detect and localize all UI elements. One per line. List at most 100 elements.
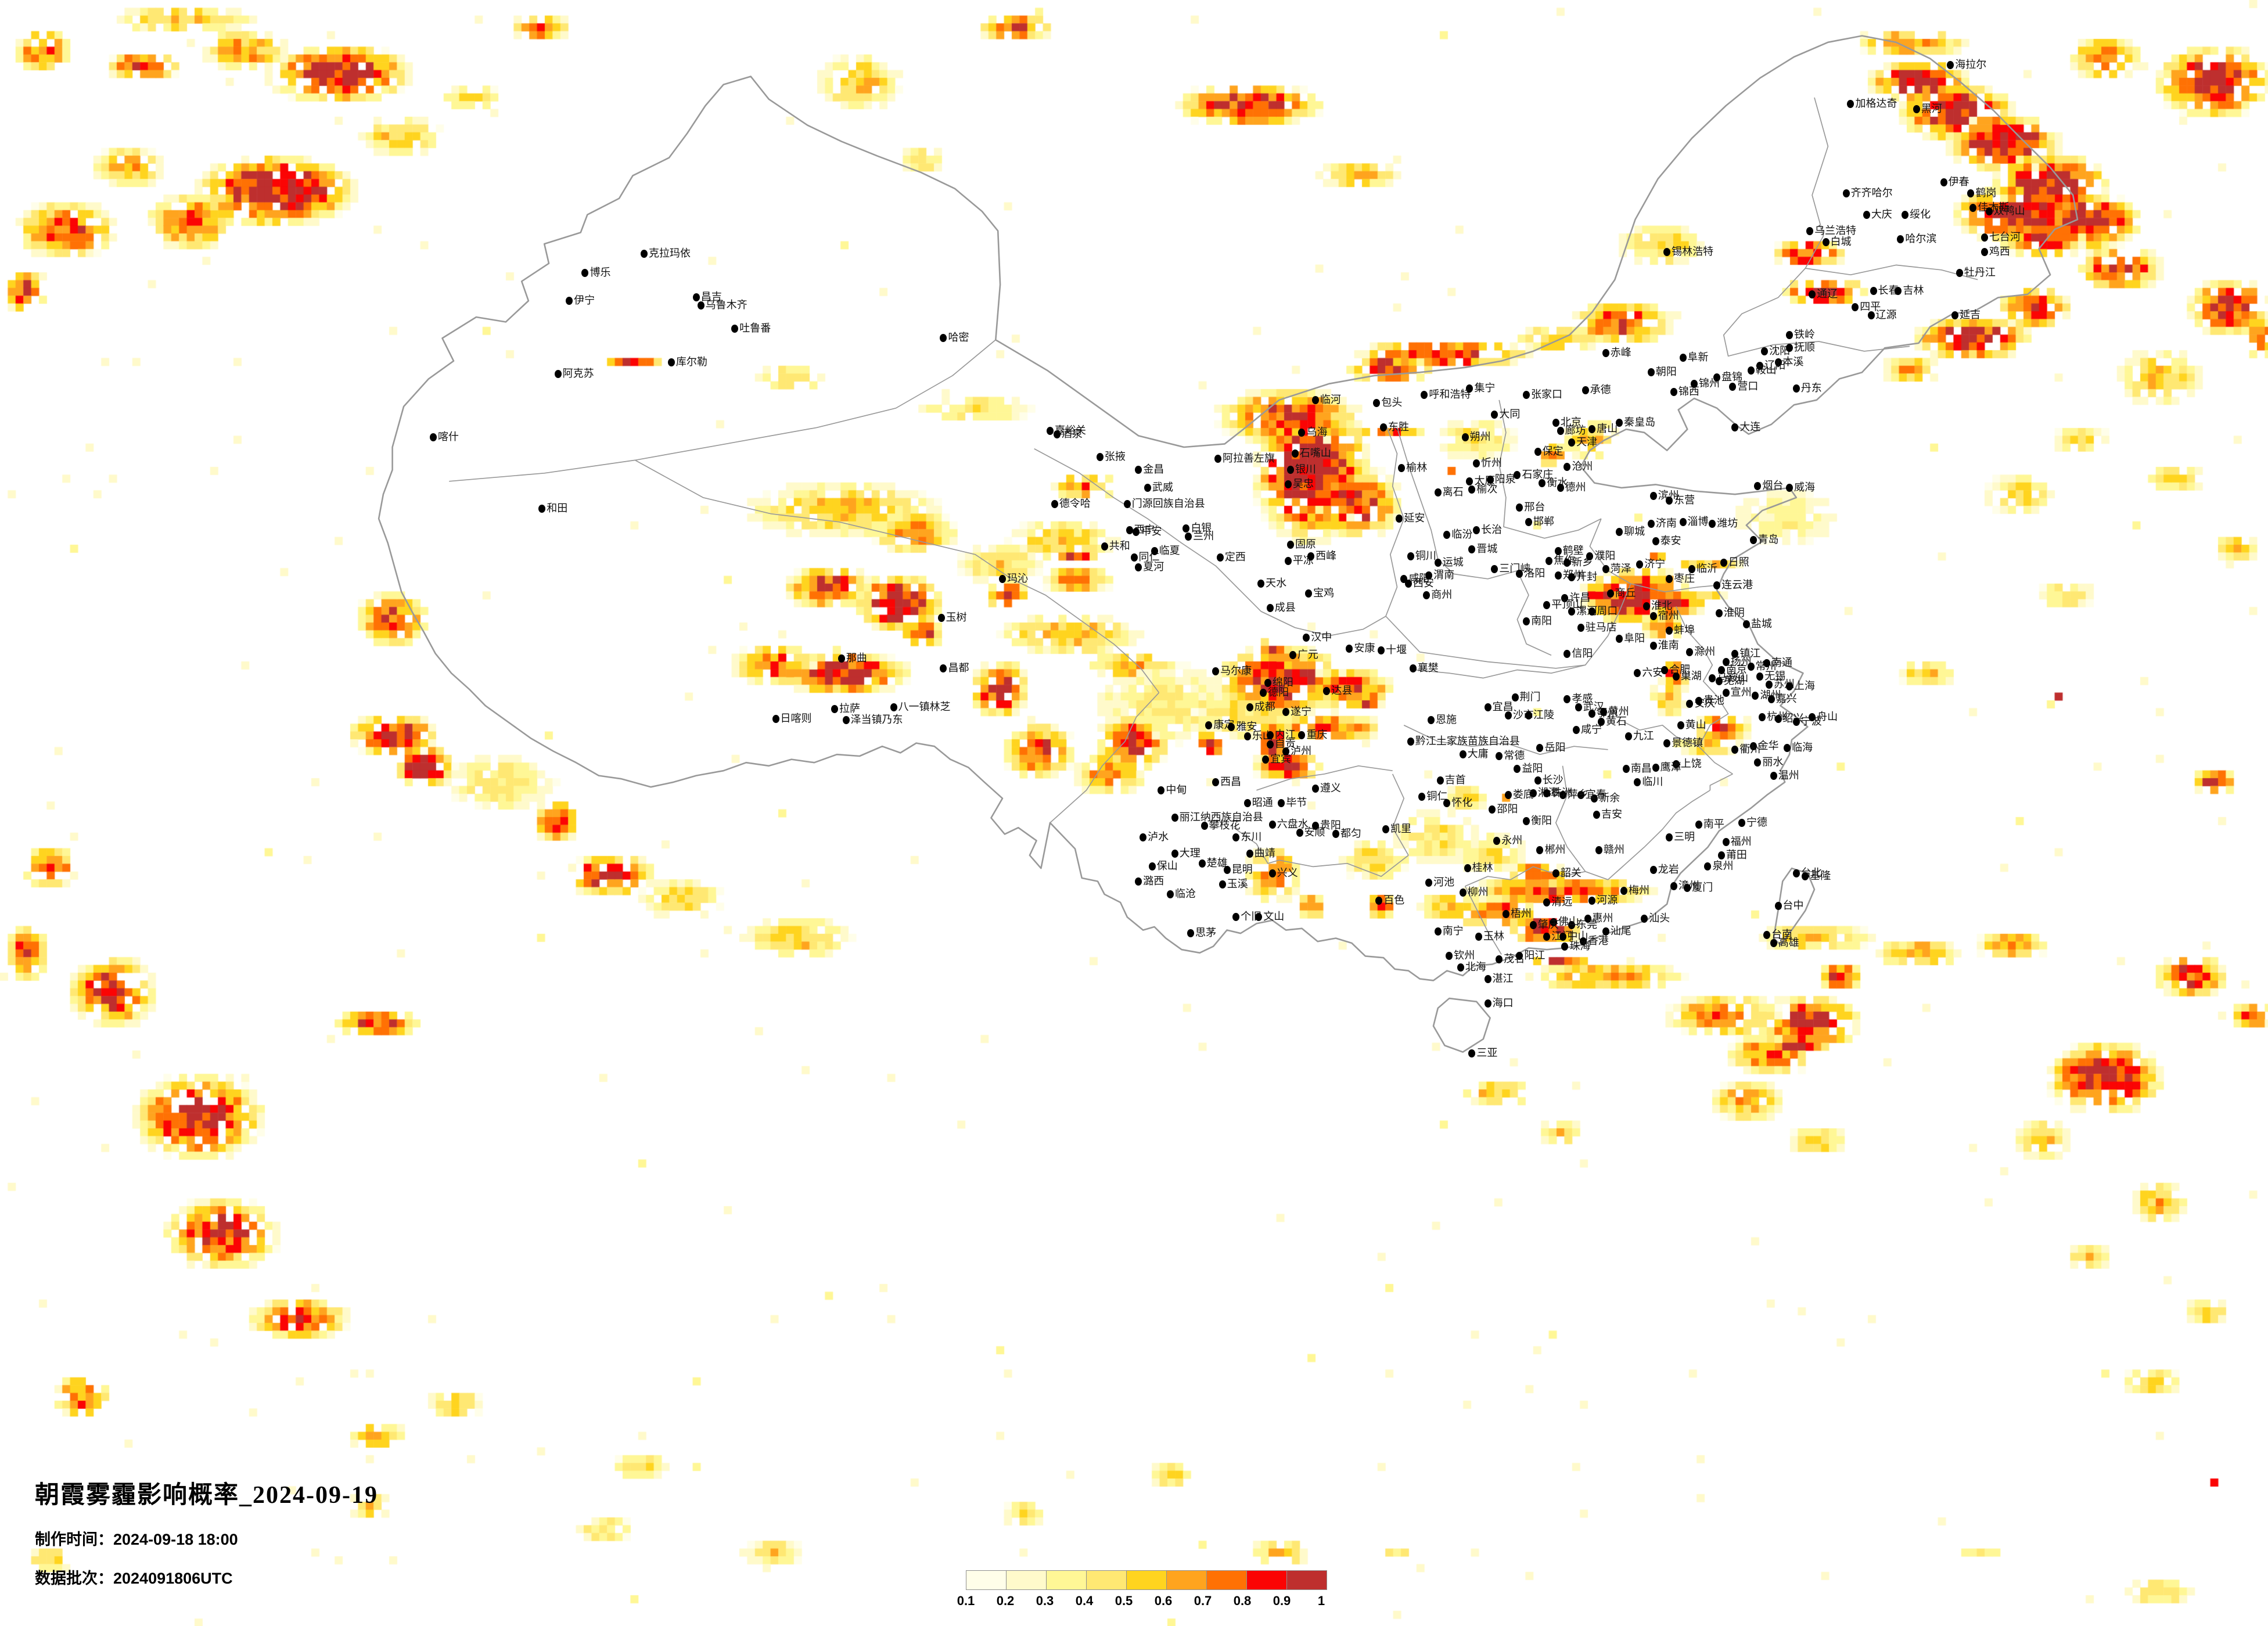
city-dot-icon bbox=[1663, 248, 1671, 256]
city-dot-icon bbox=[1792, 869, 1800, 877]
city-label: 潍坊 bbox=[1717, 517, 1738, 529]
city-label: 河源 bbox=[1597, 894, 1618, 906]
city-label: 阳江 bbox=[1524, 949, 1545, 962]
city-dot-icon bbox=[1951, 311, 1959, 320]
city-dot-icon bbox=[1806, 226, 1814, 235]
city-label: 锡林浩特 bbox=[1672, 246, 1714, 257]
city-label: 榆次 bbox=[1476, 483, 1498, 495]
city-dot-icon bbox=[1268, 820, 1276, 829]
city-dot-icon bbox=[1620, 887, 1627, 895]
city-label: 酒泉 bbox=[1061, 427, 1083, 440]
city-label: 景德镇 bbox=[1672, 736, 1703, 749]
city-label: 朝阳 bbox=[1655, 366, 1677, 378]
city-dot-icon bbox=[1466, 477, 1473, 485]
city-dot-icon bbox=[1264, 679, 1271, 687]
city-label: 日照 bbox=[1728, 556, 1749, 568]
city-label: 临海 bbox=[1792, 742, 1813, 753]
city-dot-icon bbox=[1688, 565, 1696, 573]
city-dot-icon bbox=[1434, 558, 1442, 567]
city-label: 包头 bbox=[1381, 397, 1403, 409]
city-dot-icon bbox=[1171, 814, 1178, 822]
city-label: 丽江纳西族自治县 bbox=[1179, 811, 1263, 823]
city-dot-icon bbox=[1543, 898, 1551, 906]
city-dot-icon bbox=[1051, 500, 1058, 508]
city-dot-icon bbox=[1423, 591, 1430, 599]
city-dot-icon bbox=[1461, 433, 1469, 442]
city-dot-icon bbox=[1584, 915, 1591, 923]
city-label: 南宁 bbox=[1442, 925, 1464, 937]
city-label: 海口 bbox=[1492, 997, 1514, 1009]
city-label: 集宁 bbox=[1474, 382, 1496, 394]
city-dot-icon bbox=[1396, 515, 1403, 523]
city-label: 伊春 bbox=[1948, 175, 1969, 188]
city-label: 周口 bbox=[1597, 605, 1618, 617]
city-dot-icon bbox=[1278, 799, 1285, 808]
city-label: 达县 bbox=[1331, 685, 1353, 696]
legend-tick-labels: 0.1 0.2 0.3 0.4 0.5 0.6 0.7 0.8 0.9 1 bbox=[957, 1593, 1327, 1611]
city-label: 惠州 bbox=[1592, 912, 1613, 924]
legend-color-swatch bbox=[1206, 1570, 1247, 1590]
city-dot-icon bbox=[940, 334, 947, 343]
legend-color-swatch bbox=[1046, 1570, 1087, 1590]
city-label: 赤峰 bbox=[1610, 346, 1631, 358]
legend-tick-label: 0.5 bbox=[1115, 1593, 1133, 1608]
city-label: 海拉尔 bbox=[1955, 59, 1987, 70]
city-label: 四平 bbox=[1860, 301, 1881, 313]
city-label: 遂宁 bbox=[1291, 706, 1312, 718]
city-label: 衡阳 bbox=[1531, 815, 1552, 826]
data-batch-value: 2024091806UTC bbox=[113, 1570, 233, 1587]
city-label: 巢湖 bbox=[1680, 670, 1702, 682]
city-label: 江陵 bbox=[1533, 709, 1554, 721]
city-label: 成都 bbox=[1254, 701, 1275, 713]
city-dot-icon bbox=[1752, 692, 1759, 700]
city-label: 临沂 bbox=[1696, 563, 1718, 574]
city-dot-icon bbox=[1255, 913, 1263, 922]
city-dot-icon bbox=[1563, 462, 1571, 471]
city-dot-icon bbox=[1534, 448, 1541, 456]
city-label: 七台河 bbox=[1989, 231, 2021, 243]
city-label: 淮阴 bbox=[1723, 606, 1745, 618]
city-label: 锦西 bbox=[1678, 385, 1699, 397]
city-label: 大理 bbox=[1179, 847, 1201, 859]
city-label: 南平 bbox=[1703, 818, 1724, 830]
city-label: 汉中 bbox=[1311, 631, 1332, 643]
city-dot-icon bbox=[1661, 665, 1669, 674]
city-label: 邵阳 bbox=[1497, 803, 1518, 815]
city-dot-icon bbox=[1311, 395, 1319, 404]
city-dot-icon bbox=[1563, 695, 1571, 703]
city-dot-icon bbox=[1765, 680, 1773, 689]
city-label: 哈尔滨 bbox=[1905, 232, 1937, 244]
city-dot-icon bbox=[1543, 932, 1551, 941]
city-dot-icon bbox=[1847, 100, 1854, 109]
city-dot-icon bbox=[1602, 565, 1609, 573]
city-dot-icon bbox=[1543, 789, 1551, 798]
city-dot-icon bbox=[1602, 348, 1609, 357]
city-dot-icon bbox=[1786, 682, 1793, 690]
city-label: 龙岩 bbox=[1658, 864, 1679, 875]
city-dot-icon bbox=[1588, 425, 1596, 434]
city-label: 宜春 bbox=[1585, 789, 1606, 801]
city-label: 那曲 bbox=[846, 652, 867, 664]
city-dot-icon bbox=[1616, 527, 1623, 536]
city-dot-icon bbox=[1679, 354, 1687, 362]
data-batch-label: 数据批次： bbox=[35, 1570, 113, 1587]
province-border-line bbox=[1516, 570, 1552, 656]
city-dot-icon bbox=[1144, 484, 1151, 492]
city-dot-icon bbox=[1496, 752, 1503, 760]
city-label: 铜川 bbox=[1415, 549, 1436, 562]
production-time-line: 制作时间：2024-09-18 18:00 bbox=[35, 1527, 378, 1549]
city-dot-icon bbox=[1731, 649, 1739, 658]
city-label: 鹤岗 bbox=[1975, 187, 1997, 199]
city-dot-icon bbox=[1579, 937, 1587, 946]
city-dot-icon bbox=[1568, 921, 1576, 930]
city-dot-icon bbox=[1468, 485, 1476, 494]
city-label: 荆门 bbox=[1519, 691, 1541, 703]
city-dot-icon bbox=[1298, 428, 1306, 437]
city-dot-icon bbox=[1289, 651, 1296, 660]
city-dot-icon bbox=[1770, 939, 1777, 947]
city-label: 临川 bbox=[1642, 775, 1663, 787]
city-dot-icon bbox=[1947, 61, 1954, 69]
city-dot-icon bbox=[1266, 740, 1274, 749]
city-dot-icon bbox=[1285, 480, 1292, 489]
city-dot-icon bbox=[1577, 791, 1584, 800]
